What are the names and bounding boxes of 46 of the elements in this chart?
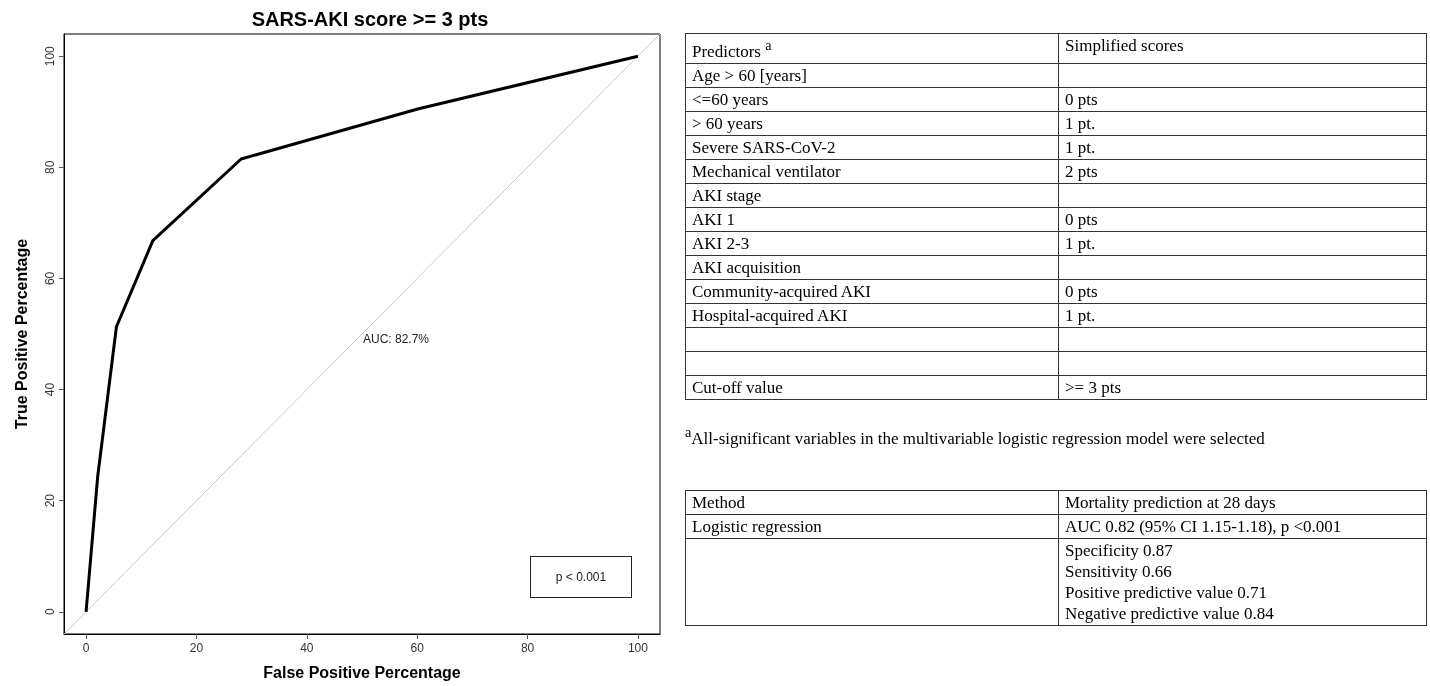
text: Simplified scores [1065,36,1184,55]
y-tick-label: 100 [43,45,57,67]
category-label: Severe SARS-CoV-2 [685,135,1059,160]
text: AUC 0.82 (95% CI 1.15-1.18), p <0.001 [1065,517,1342,536]
category-label: Mechanical ventilator [685,159,1059,184]
x-tick-label: 0 [82,641,90,655]
category-label: Predictors $^{a}$ [685,33,1059,64]
category-label: Logistic regression [685,514,1059,539]
text: Mortality prediction at 28 days [1065,493,1276,512]
y-tick-label: 0 [43,608,57,616]
text: $^{a}$All-significant variables in the multivariable logistic regression model were selected [685,423,1266,449]
category-label: <=60 years [685,87,1059,112]
text: 1 pt. [1065,233,1096,253]
x-tick-label: 100 [627,641,649,655]
x-axis-title: False Positive Percentage [263,663,461,681]
y-tick-label: 60 [43,271,57,286]
annotation: AUC: 82.7% [363,332,430,346]
category-label: Age > 60 [years] [685,63,1059,88]
category-label: Cut-off value [685,375,1059,400]
category-label: Method [685,490,1059,515]
category-label: AKI 2-3 [685,231,1059,256]
text: 0 pts [1065,209,1098,229]
x-tick-label: 80 [520,641,535,655]
category-label: > 60 years [685,111,1059,136]
text: 1 pt. [1065,305,1096,325]
y-tick-label: 40 [43,382,57,397]
text-box: p < 0.001 [530,556,632,598]
text: 1 pt. [1065,113,1096,133]
y-tick-label: 80 [43,160,57,175]
y-axis-title: True Positive Percentage [12,238,30,430]
text: Specificity 0.87 Sensitivity 0.66 Positive predictive value 0.71 Negative predictive value 0.84 [1065,541,1274,623]
text: >= 3 pts [1065,377,1122,397]
y-tick-label: 20 [43,493,57,508]
x-tick-label: 20 [189,641,204,655]
chart-title: SARS-AKI score >= 3 pts [251,8,489,30]
x-tick-label: 60 [410,641,425,655]
text: 2 pts [1065,161,1098,181]
category-label: Hospital-acquired AKI [685,303,1059,328]
text: 0 pts [1065,281,1098,301]
text: 0 pts [1065,89,1098,109]
text: 1 pt. [1065,137,1096,157]
category-label: AKI 1 [685,207,1059,232]
category-label: AKI stage [685,183,1059,208]
category-label: AKI acquisition [685,255,1059,280]
category-label: Community-acquired AKI [685,279,1059,304]
x-tick-label: 40 [300,641,314,655]
